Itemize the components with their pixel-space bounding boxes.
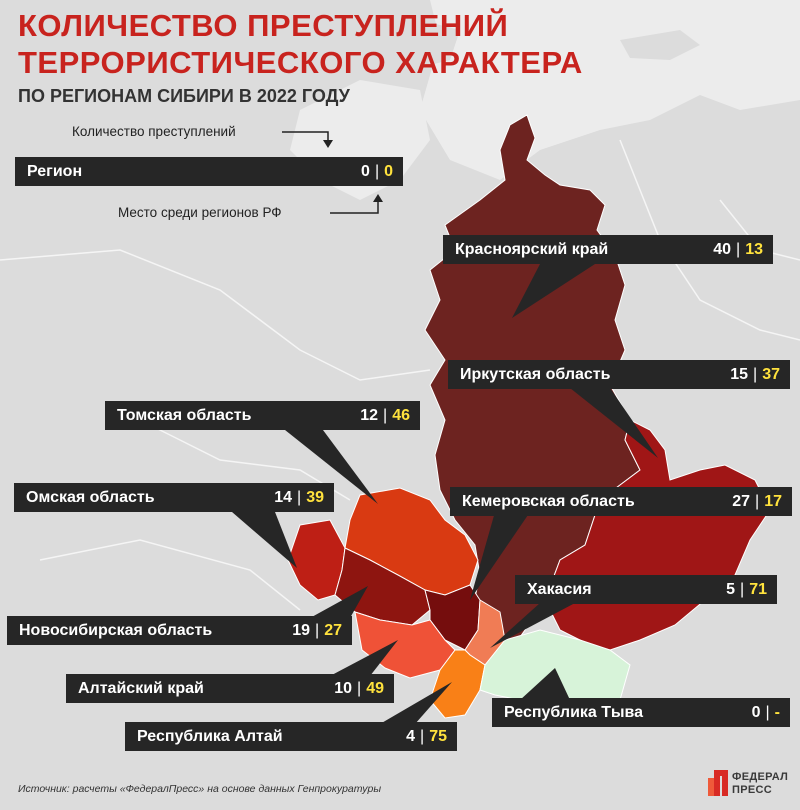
region-name: Омская область [26, 489, 155, 506]
label-irkutsk: Иркутская область 15 | 37 [448, 360, 790, 389]
region-count: 4 [406, 728, 416, 745]
region-values: 40 | 13 [713, 241, 763, 258]
legend-sample-name: Регион [27, 163, 83, 180]
region-count: 40 [713, 241, 732, 258]
label-novosibirsk: Новосибирская область 19 | 27 [7, 616, 352, 645]
region-values: 4 | 75 [406, 728, 447, 745]
region-name: Иркутская область [460, 366, 611, 383]
legend-sample-values: 0 | 0 [361, 163, 393, 180]
region-values: 27 | 17 [732, 493, 782, 510]
region-name: Кемеровская область [462, 493, 635, 510]
source-note: Источник: расчеты «ФедералПресс» на осно… [18, 783, 382, 795]
pointer-tomsk [280, 426, 378, 504]
legend-count-label: Количество преступлений [72, 124, 236, 139]
label-kemerovo: Кемеровская область 27 | 17 [450, 487, 792, 516]
region-name: Республика Тыва [504, 704, 644, 721]
pointer-altai-krai [330, 640, 398, 676]
region-values: 0 | - [751, 704, 780, 721]
region-rank: 37 [762, 366, 780, 383]
pointer-khakasia [490, 603, 575, 648]
region-values: 5 | 71 [726, 581, 767, 598]
callout-pointers [232, 264, 658, 724]
pointer-irkutsk [570, 388, 658, 458]
region-count: 5 [726, 581, 736, 598]
region-values: 14 | 39 [274, 489, 324, 506]
subtitle: ПО РЕГИОНАМ СИБИРИ В 2022 ГОДУ [18, 86, 350, 106]
region-values: 19 | 27 [292, 622, 342, 639]
logo-text-line-1: ФЕДЕРАЛ [732, 771, 789, 783]
region-rank: 71 [749, 581, 767, 598]
label-krasnoyarsk: Красноярский край 40 | 13 [443, 235, 773, 264]
region-name: Хакасия [527, 581, 592, 598]
region-rank: 49 [366, 680, 384, 697]
title-line-1: КОЛИЧЕСТВО ПРЕСТУПЛЕНИЙ [18, 8, 509, 43]
logo-text-line-2: ПРЕСС [732, 784, 772, 796]
legend-sample-rank: 0 [384, 163, 393, 180]
region-count: 19 [292, 622, 311, 639]
region-name: Республика Алтай [137, 728, 283, 745]
region-values: 12 | 46 [360, 407, 410, 424]
pointer-tyva [520, 668, 570, 700]
region-rank: 13 [745, 241, 763, 258]
label-tomsk: Томская область 12 | 46 [105, 401, 420, 430]
publisher-logo: ФЕДЕРАЛ ПРЕСС [704, 766, 794, 800]
pointer-novosibirsk [310, 586, 368, 618]
region-name: Новосибирская область [19, 622, 213, 639]
region-name: Томская область [117, 407, 252, 424]
region-count: 10 [334, 680, 353, 697]
legend-arrow-head-count [323, 140, 333, 148]
region-count: 0 [751, 704, 761, 721]
legend-rank-label: Место среди регионов РФ [118, 205, 282, 220]
region-count: 14 [274, 489, 293, 506]
region-values: 10 | 49 [334, 680, 384, 697]
fp-logo-icon [708, 770, 728, 796]
pointer-altai-republic [380, 682, 452, 724]
region-rank: - [774, 704, 780, 721]
region-count: 15 [730, 366, 749, 383]
label-khakasia: Хакасия 5 | 71 [515, 575, 777, 604]
region-rank: 27 [324, 622, 342, 639]
region-rank: 46 [392, 407, 410, 424]
label-tyva: Республика Тыва 0 | - [492, 698, 790, 727]
legend-sample-count: 0 [361, 163, 370, 180]
region-rank: 75 [429, 728, 447, 745]
region-count: 12 [360, 407, 379, 424]
arctic-island [360, 20, 460, 70]
arctic-island [620, 30, 700, 60]
region-name: Алтайский край [78, 680, 204, 697]
region-values: 15 | 37 [730, 366, 780, 383]
region-count: 27 [732, 493, 751, 510]
title-line-2: ТЕРРОРИСТИЧЕСКОГО ХАРАКТЕРА [18, 45, 583, 80]
label-altai-krai: Алтайский край 10 | 49 [66, 674, 394, 703]
region-name: Красноярский край [455, 241, 609, 258]
label-altai-republic: Республика Алтай 4 | 75 [125, 722, 457, 751]
region-rank: 39 [306, 489, 324, 506]
legend-sample-box: Регион 0 | 0 [15, 157, 403, 186]
pointer-omsk [232, 512, 297, 568]
label-omsk: Омская область 14 | 39 [14, 483, 334, 512]
pointer-kemerovo [470, 512, 530, 600]
region-rank: 17 [764, 493, 782, 510]
legend-arrows [282, 131, 379, 214]
legend-arrow-head-rank [373, 194, 383, 202]
pointer-krasnoyarsk [512, 264, 595, 318]
